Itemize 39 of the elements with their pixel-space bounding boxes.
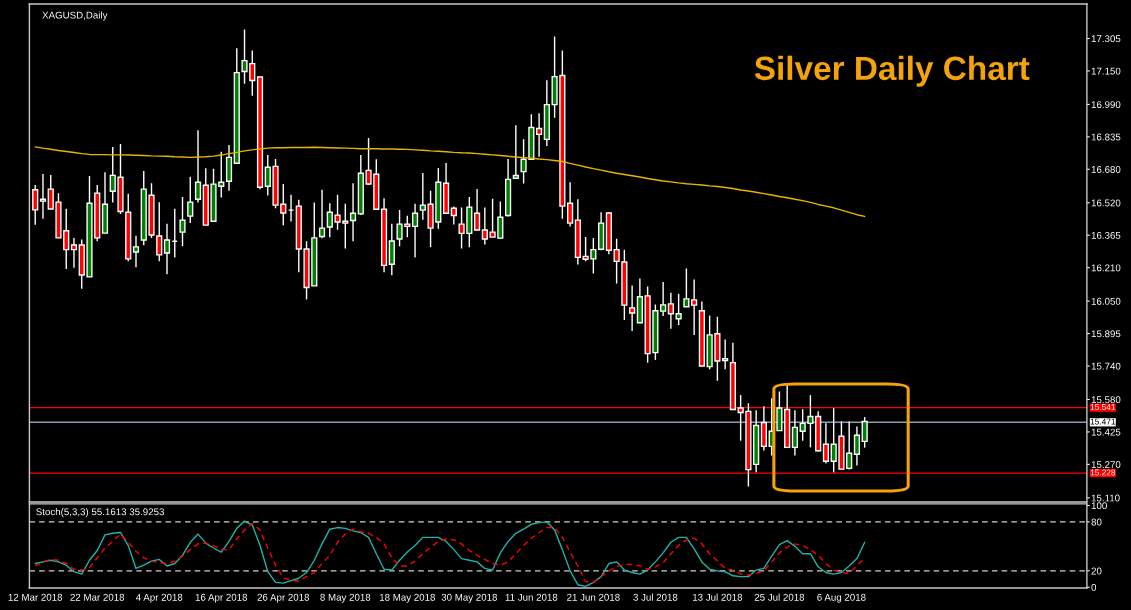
x-tick-label: 8 May 2018 (320, 593, 371, 603)
text: XAGUSD,Daily (42, 11, 108, 21)
x-tick-label: 13 Jul 2018 (693, 593, 743, 601)
y-tick-label: 15.270 (1091, 461, 1121, 468)
y-tick-label: 16.835 (1091, 133, 1121, 141)
y-tick-label: 16.210 (1091, 264, 1121, 272)
y-tick-label: 0 (1091, 583, 1097, 591)
y-tick-label: 16.050 (1091, 297, 1121, 305)
y-tick-label: 15.110 (1091, 494, 1120, 502)
y-tick-label: 17.150 (1091, 67, 1121, 75)
x-tick-label: 4 Apr 2018 (135, 593, 183, 603)
ref-line-label: 15.228 (1090, 469, 1116, 476)
y-tick-label: 16.520 (1091, 199, 1121, 207)
y-tick-label: 100 (1091, 502, 1107, 510)
y-tick-label: 80 (1091, 518, 1102, 526)
ref-line-label: 15.471 (1090, 418, 1116, 425)
x-tick-label: 30 May 2018 (441, 593, 498, 603)
y-tick-label: 17.305 (1091, 35, 1121, 43)
x-tick-label: 26 Apr 2018 (257, 593, 310, 603)
x-tick-label: 18 May 2018 (379, 593, 435, 603)
y-tick-label: 16.990 (1091, 101, 1121, 109)
x-tick-label: 21 Jun 2018 (567, 593, 620, 601)
y-tick-label: 15.580 (1091, 396, 1121, 404)
y-tick-label: 15.740 (1091, 362, 1121, 370)
y-tick-label: 20 (1091, 567, 1102, 575)
y-tick-label: 16.365 (1091, 231, 1121, 239)
x-tick-label: 6 Aug 2018 (817, 593, 866, 603)
x-tick-label: 25 Jul 2018 (754, 593, 805, 601)
x-tick-label: 3 Jul 2018 (633, 593, 678, 601)
x-tick-label: 16 Apr 2018 (195, 593, 248, 603)
x-tick-label: 12 Mar 2018 (8, 593, 63, 601)
ref-line-label: 15.541 (1090, 404, 1116, 410)
annotation: Silver Daily Chart (754, 55, 1030, 87)
y-tick-label: 15.895 (1091, 330, 1121, 338)
x-tick-label: 11 Jun 2018 (505, 593, 558, 601)
y-tick-label: 16.680 (1091, 166, 1121, 173)
x-tick-label: 22 Mar 2018 (70, 593, 125, 601)
y-tick-label: 15.425 (1091, 428, 1121, 436)
chart-title: Stoch(5,3,3) 55.1613 35.9253 (36, 508, 164, 518)
